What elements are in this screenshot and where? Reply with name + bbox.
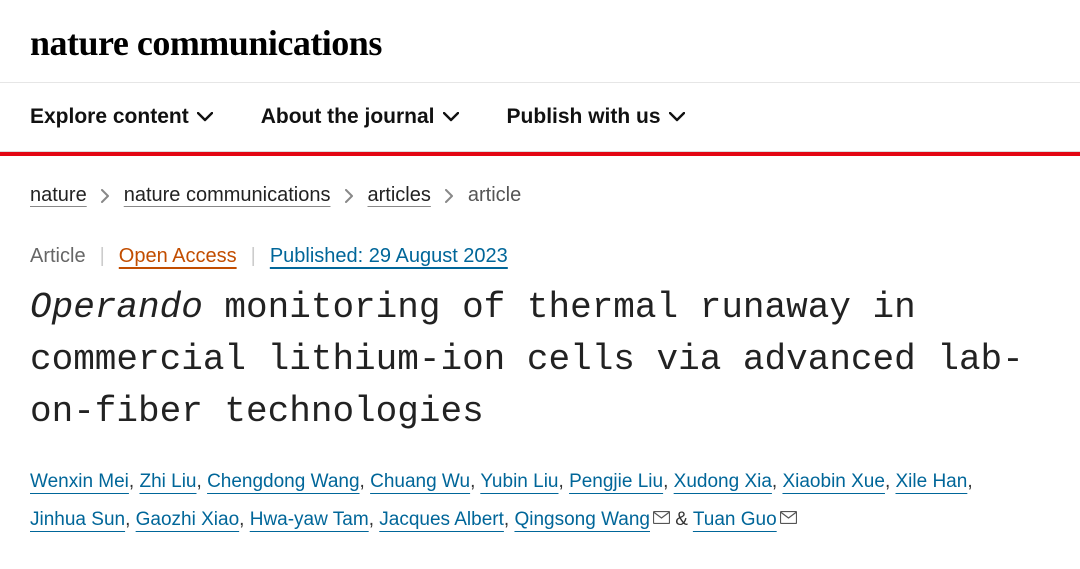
article-title-block: Operando monitoring of thermal runaway i…: [0, 272, 1080, 457]
author-link[interactable]: Wenxin Mei: [30, 471, 129, 492]
author-link[interactable]: Pengjie Liu: [569, 471, 663, 492]
author-separator: ,: [197, 471, 208, 492]
author-separator: ,: [369, 509, 380, 530]
published-date-link[interactable]: Published: 29 August 2023: [270, 245, 508, 268]
nav-label: Publish with us: [507, 105, 661, 129]
nav-about-journal[interactable]: About the journal: [261, 105, 459, 129]
journal-logo[interactable]: nature communications: [30, 22, 1050, 64]
author-link[interactable]: Zhi Liu: [139, 471, 196, 492]
open-access-link[interactable]: Open Access: [119, 245, 237, 268]
author-link[interactable]: Gaozhi Xiao: [136, 509, 240, 530]
author-link[interactable]: Chengdong Wang: [207, 471, 359, 492]
author-separator: ,: [559, 471, 570, 492]
meta-separator: |: [251, 245, 256, 268]
breadcrumb-articles[interactable]: articles: [368, 184, 431, 207]
mail-icon[interactable]: [780, 511, 797, 524]
author-separator: ,: [125, 509, 136, 530]
author-link[interactable]: Xiaobin Xue: [782, 471, 884, 492]
author-link[interactable]: Xile Han: [896, 471, 968, 492]
author-separator: ,: [360, 471, 371, 492]
author-separator: ,: [772, 471, 783, 492]
author-separator: ,: [885, 471, 896, 492]
nav-publish-with-us[interactable]: Publish with us: [507, 105, 685, 129]
author-separator: &: [670, 509, 693, 530]
author-separator: ,: [129, 471, 140, 492]
author-link[interactable]: Yubin Liu: [480, 471, 558, 492]
nav-label: About the journal: [261, 105, 435, 129]
breadcrumb: nature nature communications articles ar…: [0, 156, 1080, 217]
author-link[interactable]: Xudong Xia: [674, 471, 772, 492]
author-separator: ,: [470, 471, 480, 492]
primary-nav: Explore content About the journal Publis…: [0, 83, 1080, 151]
chevron-right-icon: [101, 189, 110, 203]
header-logo-row: nature communications: [0, 0, 1080, 82]
article-meta: Article | Open Access | Published: 29 Au…: [0, 217, 1080, 272]
chevron-down-icon: [669, 112, 685, 122]
author-separator: ,: [504, 509, 515, 530]
chevron-down-icon: [443, 112, 459, 122]
author-separator: ,: [967, 471, 972, 492]
breadcrumb-nature[interactable]: nature: [30, 184, 87, 207]
nav-label: Explore content: [30, 105, 189, 129]
meta-separator: |: [100, 245, 105, 268]
author-link[interactable]: Hwa-yaw Tam: [250, 509, 369, 530]
chevron-down-icon: [197, 112, 213, 122]
author-link[interactable]: Chuang Wu: [370, 471, 470, 492]
breadcrumb-current: article: [468, 184, 521, 207]
article-type: Article: [30, 245, 86, 268]
title-italic: Operando: [30, 287, 203, 328]
nav-explore-content[interactable]: Explore content: [30, 105, 213, 129]
chevron-right-icon: [345, 189, 354, 203]
author-link[interactable]: Jinhua Sun: [30, 509, 125, 530]
authors-list: Wenxin Mei, Zhi Liu, Chengdong Wang, Chu…: [0, 457, 1080, 561]
mail-icon[interactable]: [653, 511, 670, 524]
author-link[interactable]: Tuan Guo: [693, 509, 777, 530]
author-separator: ,: [239, 509, 250, 530]
author-link[interactable]: Qingsong Wang: [514, 509, 650, 530]
chevron-right-icon: [445, 189, 454, 203]
author-separator: ,: [663, 471, 674, 492]
breadcrumb-journal[interactable]: nature communications: [124, 184, 331, 207]
article-title: Operando monitoring of thermal runaway i…: [30, 282, 1050, 439]
author-link[interactable]: Jacques Albert: [379, 509, 504, 530]
